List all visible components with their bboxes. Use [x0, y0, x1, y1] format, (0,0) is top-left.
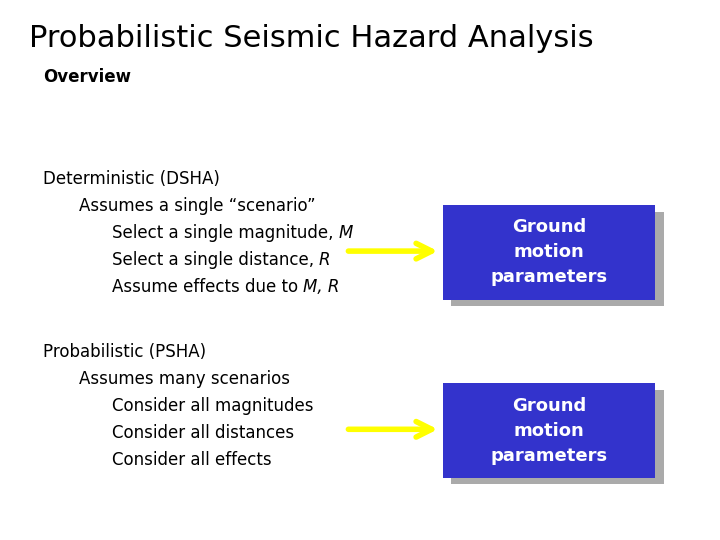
- FancyBboxPatch shape: [451, 212, 664, 306]
- FancyBboxPatch shape: [451, 390, 664, 484]
- Text: M: M: [338, 224, 353, 242]
- Text: Assume effects due to: Assume effects due to: [112, 278, 303, 296]
- Text: Probabilistic (PSHA): Probabilistic (PSHA): [43, 343, 207, 361]
- FancyBboxPatch shape: [443, 205, 655, 300]
- Text: Consider all distances: Consider all distances: [112, 424, 294, 442]
- Text: Assumes a single “scenario”: Assumes a single “scenario”: [79, 197, 316, 215]
- Text: Consider all effects: Consider all effects: [112, 451, 271, 469]
- Text: Assumes many scenarios: Assumes many scenarios: [79, 370, 290, 388]
- FancyBboxPatch shape: [443, 383, 655, 478]
- Text: Ground
motion
parameters: Ground motion parameters: [490, 397, 608, 464]
- Text: R: R: [319, 251, 330, 269]
- Text: Consider all magnitudes: Consider all magnitudes: [112, 397, 313, 415]
- Text: Deterministic (DSHA): Deterministic (DSHA): [43, 170, 220, 188]
- Text: Probabilistic Seismic Hazard Analysis: Probabilistic Seismic Hazard Analysis: [29, 24, 593, 53]
- Text: Select a single distance,: Select a single distance,: [112, 251, 319, 269]
- Text: M, R: M, R: [303, 278, 339, 296]
- Text: Select a single magnitude,: Select a single magnitude,: [112, 224, 338, 242]
- Text: Overview: Overview: [43, 68, 131, 85]
- Text: Ground
motion
parameters: Ground motion parameters: [490, 219, 608, 286]
